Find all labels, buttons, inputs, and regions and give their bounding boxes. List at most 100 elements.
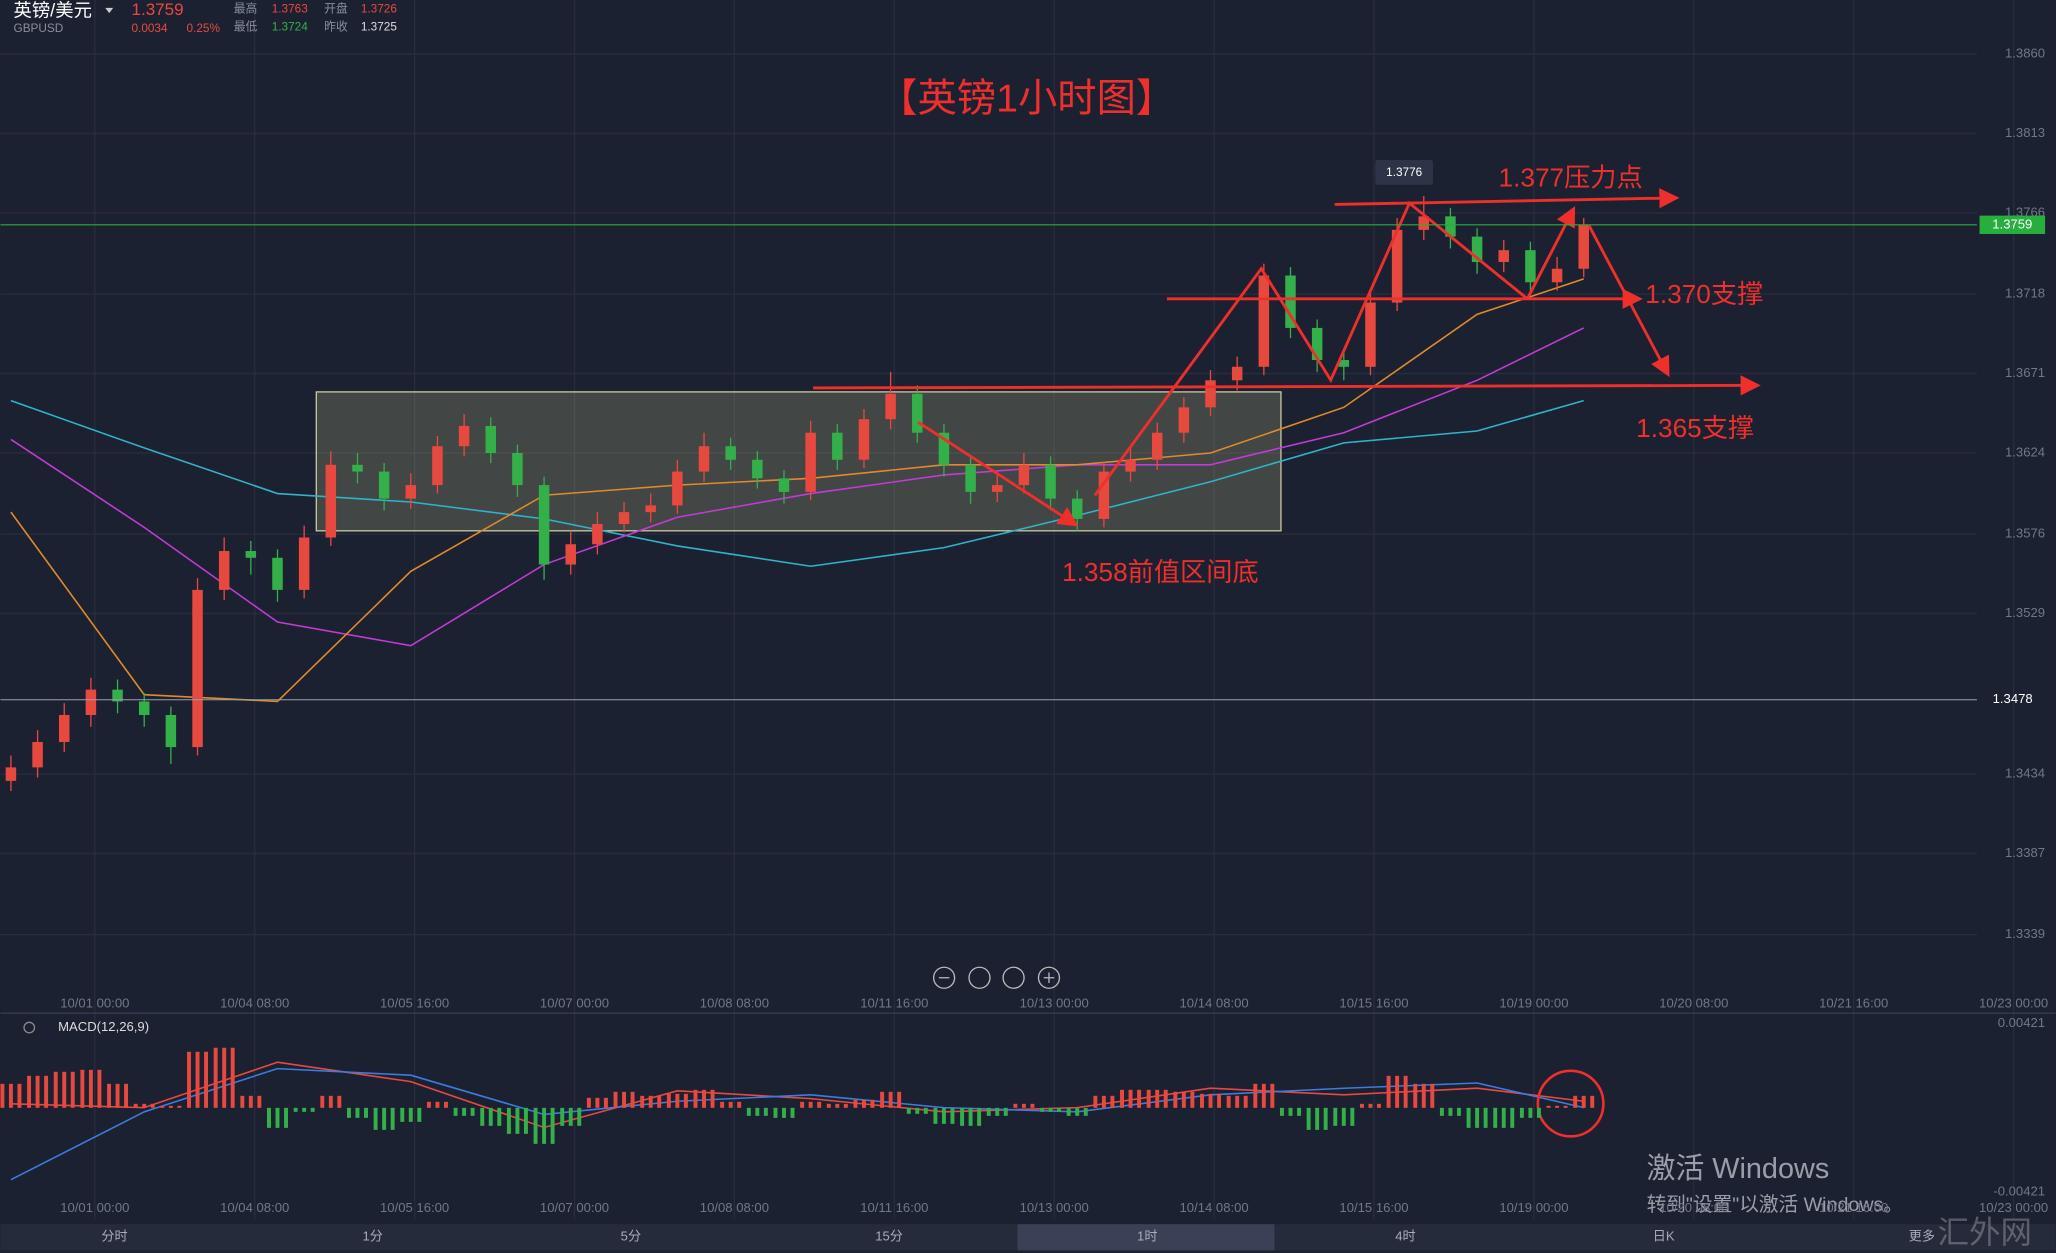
x-tick-label: 10/20 08:00: [1659, 1200, 1728, 1215]
candle-body: [1178, 407, 1190, 433]
tab[interactable]: 1时: [1137, 1229, 1157, 1244]
candle-body: [858, 419, 870, 460]
candle-body: [672, 471, 683, 506]
candle-body: [725, 446, 736, 460]
arrow: [1334, 188, 1680, 209]
candle-body: [1258, 275, 1270, 367]
x-tick-label: 10/07 00:00: [540, 995, 609, 1010]
x-tick-label: 10/11 16:00: [860, 995, 928, 1010]
candle-body: [1338, 360, 1350, 367]
x-tick-label: 10/19 00:00: [1499, 1200, 1568, 1215]
tab[interactable]: 1分: [362, 1229, 382, 1244]
tab[interactable]: 更多: [1909, 1228, 1935, 1244]
x-tick-label: 10/11 16:00: [860, 1200, 928, 1215]
tab[interactable]: 4时: [1395, 1229, 1415, 1244]
candle-body: [912, 393, 923, 433]
dropdown-icon[interactable]: [105, 7, 114, 14]
candle-body: [298, 537, 310, 590]
candle-body: [58, 714, 70, 743]
candle-body: [832, 432, 843, 460]
stat-label: 昨收: [324, 20, 348, 34]
candle-body: [1311, 327, 1323, 361]
arrow: [813, 375, 1761, 396]
candle-body: [938, 432, 950, 465]
x-tick-label: 10/14 08:00: [1180, 995, 1249, 1010]
candle-body: [32, 742, 43, 768]
tab[interactable]: 日K: [1653, 1229, 1675, 1244]
candle-body: [192, 589, 203, 748]
x-tick-label: 10/19 00:00: [1499, 995, 1568, 1010]
symbol-code: GBPUSD: [14, 22, 64, 35]
candle-body: [778, 478, 790, 492]
stat-label: 最低: [234, 21, 258, 34]
candle-body: [538, 485, 550, 565]
candle-body: [1445, 216, 1456, 237]
x-tick-label: 10/23 00:00: [1979, 995, 2048, 1010]
candle-body: [512, 452, 523, 486]
macd-label: MACD(12,26,9): [58, 1019, 149, 1034]
y-tick-label: 1.3339: [2005, 926, 2045, 941]
tab[interactable]: 15分: [875, 1229, 903, 1244]
zoom-out[interactable]: [932, 966, 956, 989]
y-tick-label: 1.3576: [2005, 526, 2045, 541]
candle-body: [352, 464, 363, 472]
candle-body: [1525, 250, 1536, 283]
candle-body: [805, 432, 816, 492]
arrow: [1093, 200, 1529, 497]
y-tick-label: 1.3624: [2005, 444, 2045, 459]
grid: [0, 0, 2015, 1219]
candle-body: [965, 464, 976, 492]
x-tick-label: 10/01 00:00: [60, 1200, 129, 1215]
zoom-in[interactable]: [1037, 966, 1061, 989]
candle-body: [138, 701, 150, 715]
stat-value: 1.3725: [361, 21, 397, 34]
tabs: 分时 1分 5分 15分 1时 4时 日K 更多: [101, 1228, 1935, 1244]
alert-label: 1.3478: [1993, 691, 2033, 706]
arrow: [1587, 224, 1670, 378]
candle-body: [1231, 366, 1243, 381]
x-tick-label: 10/20 08:00: [1659, 995, 1728, 1010]
x-tick-label: 10/07 00:00: [540, 1200, 609, 1215]
change-pct: 0.25%: [187, 22, 221, 35]
stat-label: 最高: [234, 1, 258, 15]
watermark: 激活 Windows: [1647, 1153, 1830, 1185]
x-tick-label: 10/15 16:00: [1339, 1200, 1408, 1215]
candle-body: [458, 425, 470, 447]
candle-body: [885, 393, 896, 420]
candle-body: [165, 714, 177, 748]
to-start[interactable]: [968, 966, 991, 989]
y-tick-label: 1.3529: [2005, 605, 2045, 620]
x-tick-label: 10/08 08:00: [700, 995, 769, 1010]
x-tick-label: 10/04 08:00: [220, 995, 289, 1010]
settings-icon[interactable]: [23, 1021, 36, 1034]
candle-body: [752, 459, 763, 479]
candle-body: [1018, 464, 1030, 486]
candle-body: [1151, 432, 1163, 460]
tab[interactable]: 5分: [621, 1229, 641, 1244]
x-tick-label: 10/01 00:00: [60, 995, 129, 1010]
candle-body: [565, 544, 576, 565]
chart-title: 【英镑1小时图】: [878, 76, 1175, 120]
macd-tick-label: 0.00421: [1998, 1015, 2045, 1030]
symbol-name[interactable]: 英镑/美元: [14, 0, 92, 21]
candle-body: [485, 425, 497, 453]
x-tick-label: 10/08 08:00: [700, 1200, 769, 1215]
to-end[interactable]: [1002, 966, 1025, 989]
nav-buttons: [932, 966, 1061, 989]
candle-body: [432, 446, 443, 486]
candle-body: [1098, 471, 1110, 519]
candle-body: [1498, 250, 1509, 262]
plot: [5, 196, 1589, 1181]
tab[interactable]: 分时: [101, 1229, 127, 1244]
x-tick-label: 10/13 00:00: [1020, 1200, 1089, 1215]
candle-body: [325, 464, 337, 538]
moving-average: [10, 399, 1584, 568]
change: 0.0034: [132, 22, 168, 35]
last-price-label: 1.3759: [1992, 216, 2032, 231]
candle-body: [1418, 216, 1430, 230]
active-tab: [1017, 1224, 1275, 1251]
site-watermark: 汇外网: [1938, 1215, 2032, 1250]
annotation: 1.358前值区间底: [1062, 557, 1259, 587]
